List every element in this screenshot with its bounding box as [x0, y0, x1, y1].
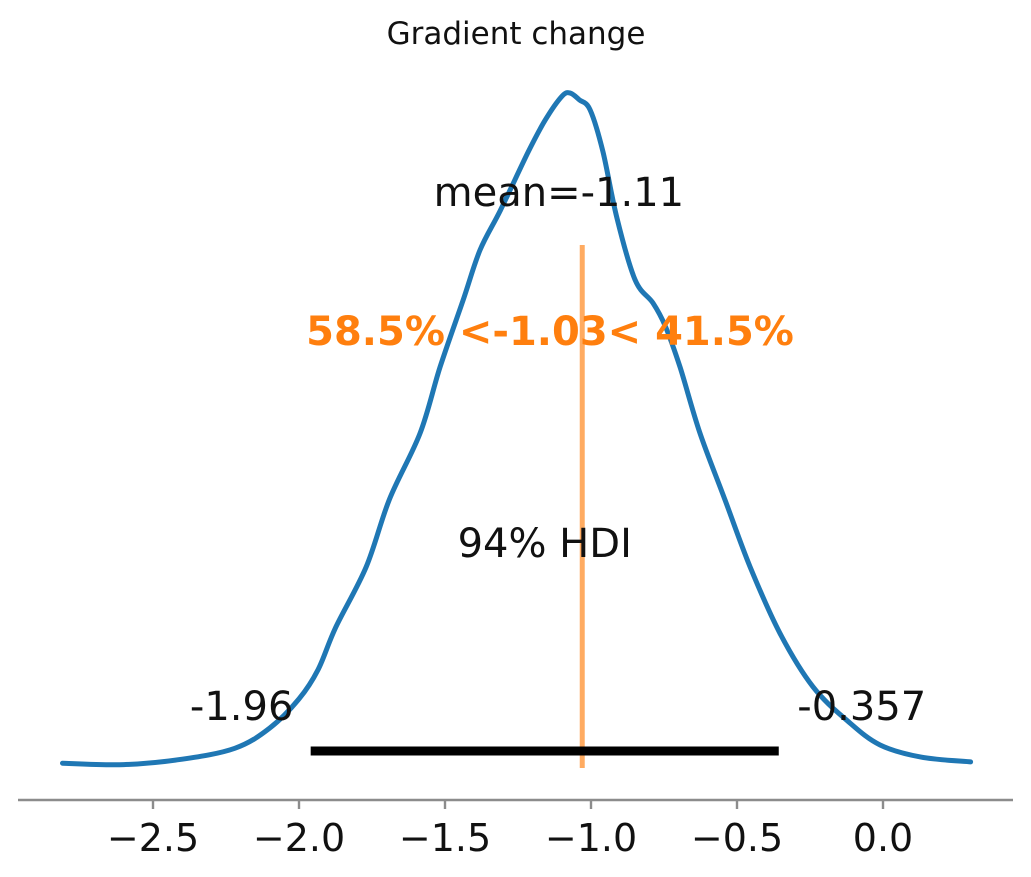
x-axis-ticks [151, 800, 885, 809]
mean-label: mean=-1.11 [434, 170, 684, 216]
kde-curve [60, 90, 974, 768]
hdi-upper-label: -0.357 [797, 684, 926, 730]
reference-value-label: 58.5% <-1.03< 41.5% [306, 309, 794, 355]
x-axis-tick-label: −2.0 [253, 816, 345, 860]
hdi-level-label: 94% HDI [458, 521, 632, 567]
x-axis-tick-label: −2.5 [107, 816, 199, 860]
x-axis-tick-labels: −2.5 −2.0 −1.5 −1.0 −0.5 0.0 [107, 816, 913, 860]
x-axis-tick-label: −1.0 [545, 816, 637, 860]
chart-title: Gradient change [387, 16, 646, 52]
x-axis-tick-label: −0.5 [691, 816, 783, 860]
x-axis-tick-label: −1.5 [399, 816, 491, 860]
hdi-lower-label: -1.96 [190, 684, 294, 730]
x-axis-tick-label: 0.0 [853, 816, 913, 860]
